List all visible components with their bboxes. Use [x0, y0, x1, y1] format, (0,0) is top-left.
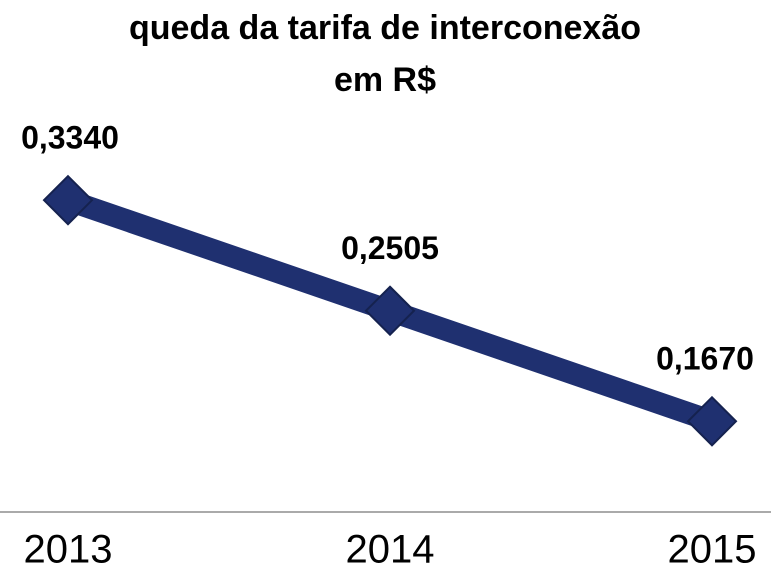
data-label: 0,3340 [21, 120, 119, 156]
x-tick-label: 2014 [346, 528, 435, 572]
chart-subtitle: em R$ [334, 61, 436, 99]
x-tick-label: 2015 [668, 528, 757, 572]
marker [686, 395, 738, 447]
marker [42, 174, 94, 226]
chart-title: queda da tarifa de interconexão [129, 9, 641, 47]
data-label: 0,1670 [656, 341, 754, 377]
marker [364, 285, 416, 337]
x-tick-label: 2013 [24, 528, 113, 572]
data-label: 0,2505 [341, 230, 439, 266]
